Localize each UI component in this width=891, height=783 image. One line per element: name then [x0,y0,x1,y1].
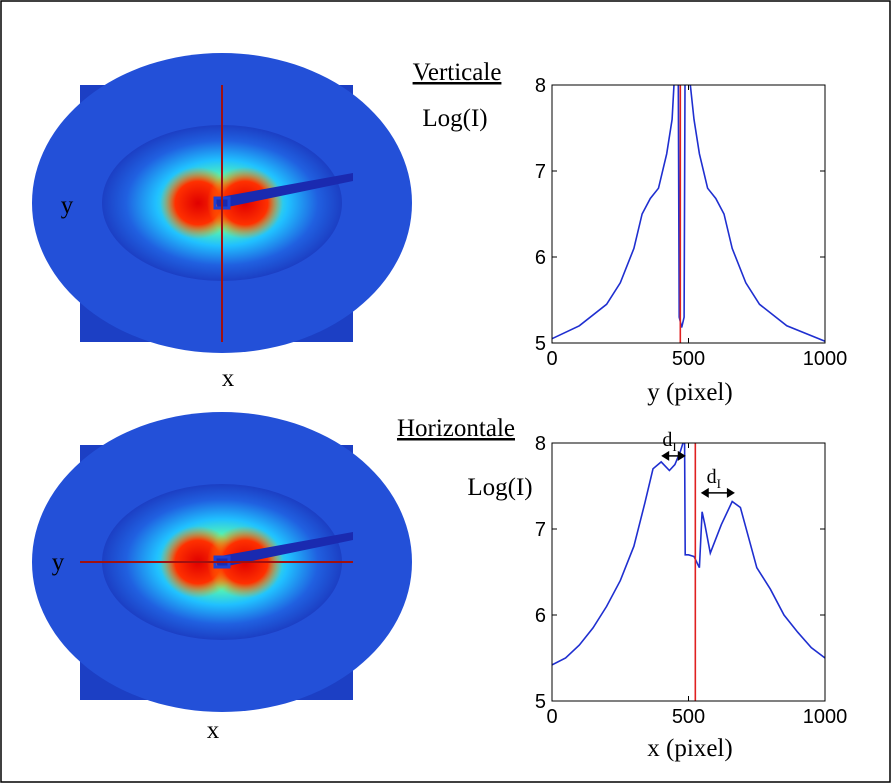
plot-frame [551,442,826,702]
y-tick-label: 8 [535,75,546,97]
y-label: y [61,192,74,219]
y-tick-label: 7 [535,161,546,183]
annotation-label: dI [662,429,676,454]
x-tick-label: 0 [546,706,557,728]
annotation-text: d [662,429,672,451]
arrow-head [661,450,670,461]
x-axis-label: x (pixel) [647,735,732,762]
heatmap [32,412,412,712]
annotation-label: dI [707,466,721,491]
x-axis-label: y (pixel) [647,379,732,406]
annotation-subscript: I [717,476,721,491]
x-label: x [222,365,235,392]
y-tick-label: 5 [535,691,546,713]
arrow-head [700,487,709,498]
y-axis-label: Log(I) [422,105,487,132]
y-tick-label: 5 [535,333,546,355]
annotation-text: d [707,466,717,488]
data-line [552,443,825,666]
y-label: y [52,549,65,576]
plot-frame [551,84,826,344]
heatmap [32,53,412,353]
y-axis-label: Log(I) [467,474,532,501]
x-tick-label: 1000 [803,706,848,728]
chart-title: Verticale [413,59,502,86]
x-tick-label: 500 [672,706,705,728]
y-tick-label: 6 [535,605,546,627]
x-label: x [207,717,220,744]
arrow-head [726,487,735,498]
x-tick-label: 1000 [803,348,848,370]
y-tick-label: 7 [535,519,546,541]
y-tick-label: 8 [535,433,546,455]
data-line [552,85,825,343]
y-tick-label: 6 [535,247,546,269]
x-tick-label: 500 [672,348,705,370]
annotation-subscript: I [672,439,676,454]
chart-title: Horizontale [397,415,515,442]
arrow-head [677,450,686,461]
x-tick-label: 0 [546,348,557,370]
